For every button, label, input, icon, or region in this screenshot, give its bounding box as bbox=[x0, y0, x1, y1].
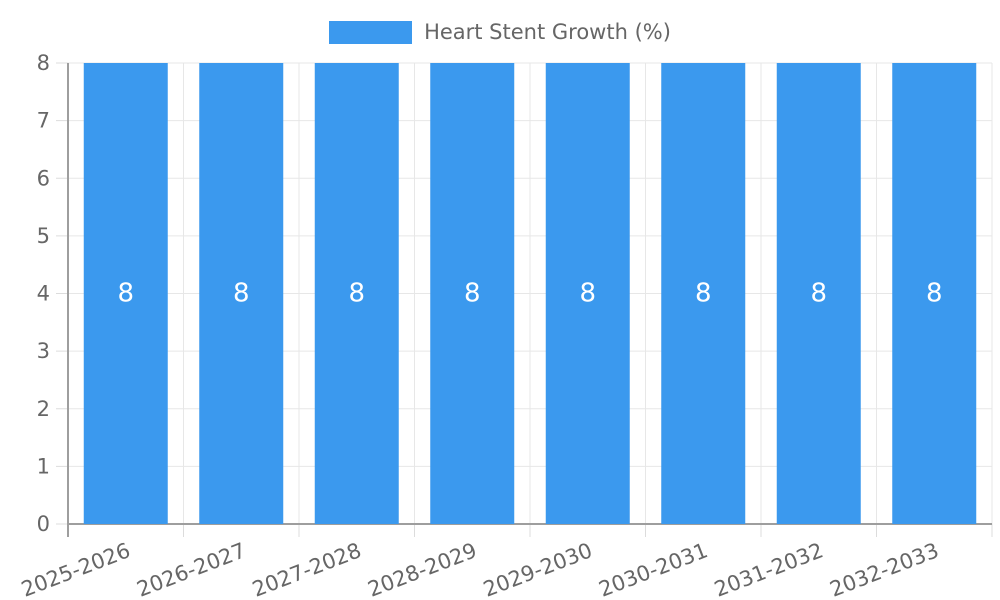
bar bbox=[545, 63, 630, 524]
chart-legend-item[interactable]: Heart Stent Growth (%) bbox=[0, 21, 1000, 44]
legend-swatch bbox=[329, 21, 413, 44]
y-axis-tick-label: 2 bbox=[37, 397, 50, 421]
x-axis-tick-label: 2032-2033 bbox=[827, 538, 942, 600]
x-axis-tick-label: 2030-2031 bbox=[596, 538, 711, 600]
bar-value-label: 8 bbox=[926, 279, 943, 309]
y-axis-tick-label: 4 bbox=[37, 282, 50, 306]
bar-value-label: 8 bbox=[233, 279, 250, 309]
bar bbox=[892, 63, 977, 524]
bar-value-label: 8 bbox=[464, 279, 481, 309]
bar bbox=[83, 63, 168, 524]
x-axis-tick-label: 2026-2027 bbox=[134, 538, 249, 600]
bar bbox=[199, 63, 284, 524]
y-axis-tick-label: 7 bbox=[37, 109, 50, 133]
bar bbox=[661, 63, 746, 524]
bar-value-label: 8 bbox=[117, 279, 134, 309]
bar-value-label: 8 bbox=[695, 279, 712, 309]
bar-value-label: 8 bbox=[348, 279, 365, 309]
bar bbox=[314, 63, 399, 524]
y-axis-tick-label: 5 bbox=[37, 224, 50, 248]
y-axis-tick-label: 6 bbox=[37, 166, 50, 190]
y-axis-tick-label: 3 bbox=[37, 339, 50, 363]
x-axis-tick-label: 2027-2028 bbox=[249, 538, 364, 600]
bar bbox=[776, 63, 861, 524]
x-axis-tick-label: 2031-2032 bbox=[711, 538, 826, 600]
x-axis-tick-label: 2025-2026 bbox=[18, 538, 133, 600]
y-axis-tick-label: 8 bbox=[37, 51, 50, 75]
y-axis-tick-label: 1 bbox=[37, 454, 50, 478]
y-axis-tick-label: 0 bbox=[37, 512, 50, 536]
x-axis-tick-label: 2028-2029 bbox=[365, 538, 480, 600]
x-axis-tick-label: 2029-2030 bbox=[480, 538, 595, 600]
bar-value-label: 8 bbox=[579, 279, 596, 309]
legend-label: Heart Stent Growth (%) bbox=[424, 20, 671, 44]
bar-value-label: 8 bbox=[810, 279, 827, 309]
bar bbox=[430, 63, 515, 524]
